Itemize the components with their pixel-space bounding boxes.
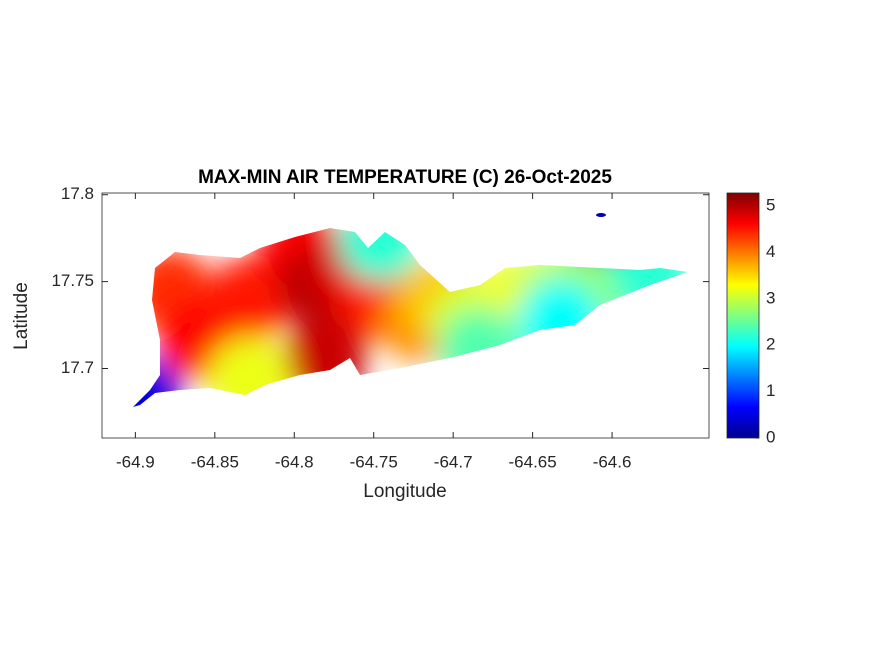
y-tick-label: 17.8 (61, 184, 94, 203)
x-tick-label: -64.65 (509, 452, 557, 471)
colorbar-tick-label: 1 (766, 381, 775, 400)
field-blur (133, 213, 688, 407)
y-axis-label: Latitude (11, 282, 32, 350)
colorbar-tick-label: 4 (766, 242, 775, 261)
colorbar-tick-label: 2 (766, 335, 775, 354)
colorbar (726, 192, 760, 439)
axes: -64.9 -64.85 -64.8 -64.75 -64.7 -64.65 -64.6 17… (51, 184, 775, 471)
x-tick-label: -64.7 (434, 452, 473, 471)
axes-box (101, 192, 710, 439)
x-axis-label: Longitude (363, 481, 446, 502)
chart-title: MAX-MIN AIR TEMPERATURE (C) 26-Oct-2025 (198, 167, 612, 188)
x-tick-label: -64.8 (275, 452, 314, 471)
colorbar-tick-label: 5 (766, 195, 775, 214)
temperature-field (133, 213, 688, 407)
x-tick-label: -64.85 (191, 452, 239, 471)
colorbar-tick-label: 0 (766, 427, 775, 446)
x-tick-label: -64.75 (350, 452, 398, 471)
x-tick-label: -64.9 (116, 452, 155, 471)
colorbar-tick-label: 3 (766, 288, 775, 307)
x-tick-label: -64.6 (593, 452, 632, 471)
y-tick-label: 17.7 (61, 358, 94, 377)
y-tick-label: 17.75 (51, 271, 94, 290)
